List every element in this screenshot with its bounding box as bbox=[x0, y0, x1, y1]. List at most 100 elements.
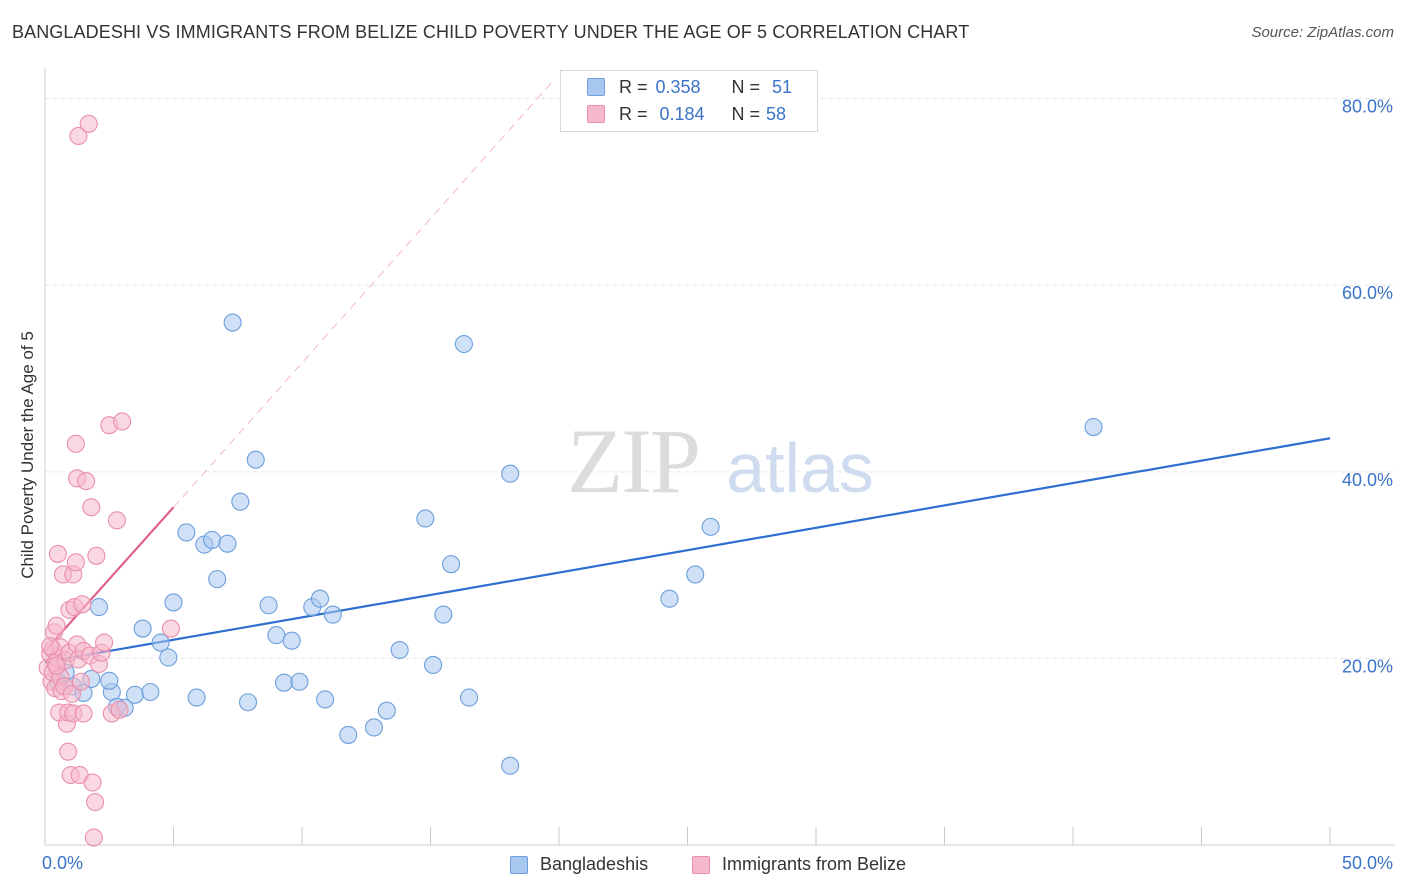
bangladeshi-point bbox=[323, 605, 342, 624]
legend-swatch-blue bbox=[587, 78, 605, 96]
y-tick-label: 20.0% bbox=[1342, 656, 1393, 676]
bangladeshi-point bbox=[310, 589, 330, 608]
chart-title: BANGLADESHI VS IMMIGRANTS FROM BELIZE CH… bbox=[12, 22, 970, 42]
bangladeshi-point bbox=[164, 593, 183, 612]
bangladeshi-point bbox=[89, 598, 109, 617]
y-tick-label: 60.0% bbox=[1342, 283, 1393, 303]
r-value: 0.184 bbox=[659, 103, 705, 124]
belize-point bbox=[107, 511, 127, 530]
r-value: 0.358 bbox=[655, 76, 701, 97]
belize-point bbox=[66, 553, 85, 572]
legend-swatch-blue bbox=[510, 855, 528, 874]
bangladeshi-point bbox=[282, 631, 301, 650]
watermark-zip: ZIP bbox=[567, 410, 699, 512]
bangladeshi-point bbox=[434, 605, 453, 624]
belize-point bbox=[84, 828, 103, 847]
belize-point bbox=[74, 704, 93, 723]
belize-point bbox=[47, 616, 66, 635]
bangladeshi-point bbox=[231, 492, 250, 511]
bangladeshi-point bbox=[390, 640, 409, 660]
correlation-legend: R = 0.358 N = 51 R = 0.184 N = 58 bbox=[560, 70, 818, 132]
bangladeshi-point bbox=[274, 673, 294, 692]
bangladeshi-point bbox=[133, 619, 152, 638]
belize-point bbox=[69, 126, 88, 146]
gridlines bbox=[45, 98, 1395, 659]
bangladeshi-point bbox=[151, 633, 170, 652]
bangladeshi-point bbox=[501, 464, 520, 483]
belize-point bbox=[59, 742, 78, 761]
belize-point bbox=[161, 619, 180, 638]
n-value: 51 bbox=[772, 76, 793, 97]
belize-point bbox=[82, 498, 101, 517]
bangladeshi-point bbox=[208, 570, 227, 589]
bangladeshi-point bbox=[290, 672, 309, 691]
x-tick-label: 50.0% bbox=[1342, 853, 1393, 873]
legend-label: Immigrants from Belize bbox=[722, 854, 907, 874]
belize-point bbox=[77, 472, 96, 491]
legend-item-belize: Immigrants from Belize bbox=[692, 854, 906, 875]
belize-point bbox=[62, 684, 82, 703]
bangladeshi-point bbox=[454, 334, 473, 354]
bangladeshi-point bbox=[238, 693, 258, 712]
bangladeshi-point bbox=[246, 450, 265, 469]
belize-trend-extension bbox=[173, 79, 555, 508]
belize-point bbox=[110, 700, 129, 719]
legend-swatch-pink bbox=[692, 855, 710, 874]
bangladeshi-point bbox=[424, 655, 443, 674]
bangladeshi-point bbox=[203, 530, 222, 549]
n-label: N = bbox=[731, 76, 761, 97]
belize-point bbox=[83, 773, 102, 792]
watermark: ZIP atlas bbox=[567, 410, 874, 512]
bangladeshi-point bbox=[339, 725, 358, 744]
axes bbox=[44, 68, 1395, 846]
r-label: R = bbox=[619, 76, 648, 97]
bangladeshi-point bbox=[364, 718, 384, 737]
bangladeshi-point bbox=[259, 596, 278, 615]
bangladeshi-point bbox=[660, 589, 679, 608]
belize-trend-line bbox=[44, 506, 175, 652]
y-tick-label: 40.0% bbox=[1342, 470, 1393, 490]
belize-point bbox=[95, 633, 114, 652]
legend-swatch-pink bbox=[587, 105, 605, 123]
source-label: Source: ZipAtlas.com bbox=[1251, 24, 1394, 41]
trend-lines bbox=[44, 79, 1331, 664]
bangladeshi-point bbox=[501, 756, 520, 775]
watermark-atlas: atlas bbox=[726, 429, 874, 507]
belize-point bbox=[41, 637, 60, 656]
r-label: R = bbox=[619, 103, 648, 124]
legend-row-bangladeshis: R = 0.358 N = 51 bbox=[587, 75, 792, 99]
bangladeshi-point bbox=[316, 690, 335, 709]
bangladeshi-point bbox=[686, 565, 705, 584]
belize-point bbox=[48, 544, 67, 563]
bangladeshi-point bbox=[141, 682, 160, 702]
n-value: 58 bbox=[766, 103, 787, 124]
belize-point bbox=[113, 412, 132, 431]
belize-point bbox=[73, 595, 92, 614]
tick-labels: 20.0% 40.0% 60.0% 80.0% 0.0% 50.0% bbox=[42, 97, 1393, 873]
belize-point bbox=[87, 546, 106, 565]
bangladeshi-point bbox=[416, 509, 435, 528]
n-label: N = bbox=[731, 103, 761, 124]
bangladeshi-point bbox=[187, 688, 206, 707]
belize-point bbox=[79, 114, 98, 133]
bangladeshi-point bbox=[159, 648, 178, 667]
bangladeshi-point bbox=[223, 313, 242, 332]
bangladeshi-point bbox=[100, 671, 119, 690]
bangladeshi-point bbox=[701, 517, 720, 536]
bangladeshi-point bbox=[377, 701, 396, 720]
bangladeshi-point bbox=[218, 534, 237, 553]
belize-point bbox=[86, 793, 105, 812]
legend-item-bangladeshis: Bangladeshis bbox=[510, 854, 648, 875]
bangladeshi-trend-line bbox=[44, 437, 1331, 664]
bangladeshi-point bbox=[459, 688, 479, 707]
y-tick-label: 80.0% bbox=[1342, 97, 1393, 117]
data-points bbox=[38, 114, 1103, 847]
series-legend: Bangladeshis Immigrants from Belize bbox=[0, 850, 1406, 880]
belize-point bbox=[66, 434, 85, 453]
belize-point bbox=[47, 656, 66, 675]
belize-point bbox=[71, 672, 91, 691]
bangladeshi-point bbox=[442, 555, 461, 574]
legend-row-belize: R = 0.184 N = 58 bbox=[587, 102, 786, 126]
legend-label: Bangladeshis bbox=[540, 854, 649, 874]
